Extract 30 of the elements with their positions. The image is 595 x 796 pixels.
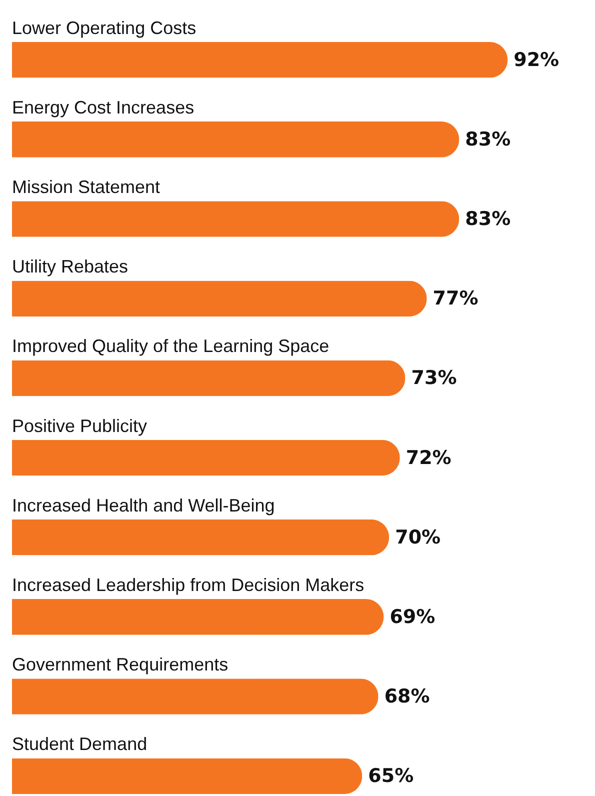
bar — [12, 122, 460, 158]
y-tick-label: Student Demand — [12, 734, 148, 754]
data-label: 68% — [384, 686, 430, 708]
bar — [12, 678, 378, 714]
bar — [12, 440, 400, 476]
data-label: 83% — [465, 208, 511, 230]
y-tick-label: Lower Operating Costs — [12, 18, 196, 38]
bar — [12, 42, 508, 78]
bar — [12, 519, 390, 556]
data-label: 72% — [406, 446, 452, 469]
data-label: 83% — [465, 128, 511, 150]
bar — [12, 758, 362, 794]
y-tick-label: Improved Quality of the Learning Space — [12, 336, 330, 356]
data-label: 92% — [514, 48, 560, 71]
data-label: 69% — [390, 606, 436, 628]
data-label: 70% — [395, 526, 441, 548]
bar — [12, 599, 384, 635]
y-tick-label: Utility Rebates — [12, 256, 128, 277]
bar — [12, 360, 406, 396]
data-label: 73% — [411, 367, 457, 390]
data-label: 77% — [432, 288, 478, 310]
y-tick-label: Increased Health and Well-Being — [12, 495, 275, 516]
data-label: 65% — [368, 765, 414, 788]
y-tick-label: Energy Cost Increases — [12, 97, 194, 118]
y-tick-label: Increased Leadership from Decision Makers — [12, 574, 364, 595]
y-tick-label: Mission Statement — [12, 177, 160, 198]
bar — [12, 280, 427, 317]
bar — [12, 201, 460, 237]
y-tick-label: Government Requirements — [12, 654, 228, 675]
y-tick-label: Positive Publicity — [12, 416, 148, 436]
